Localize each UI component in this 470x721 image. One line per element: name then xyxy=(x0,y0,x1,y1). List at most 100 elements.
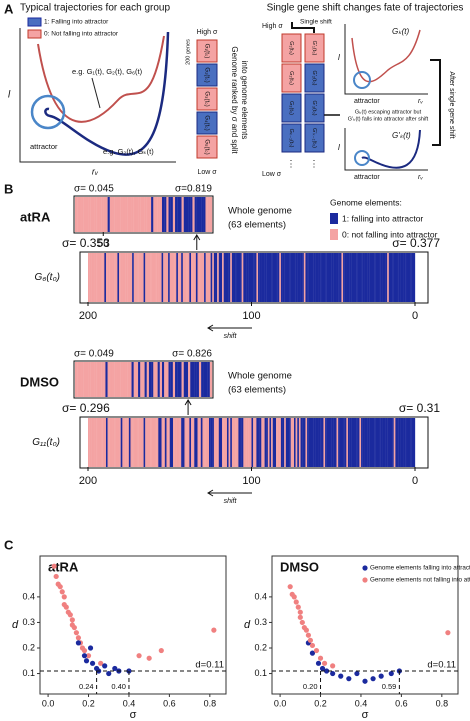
attractor xyxy=(354,150,370,166)
genome-element xyxy=(148,197,152,232)
marker-head xyxy=(184,399,192,406)
y-tick-label: 0.3 xyxy=(22,617,35,627)
genome-element xyxy=(85,362,89,397)
axis-label: rᵥ xyxy=(418,174,423,181)
genome-element xyxy=(305,253,308,302)
genome-element xyxy=(380,253,383,302)
genome-element xyxy=(387,418,389,467)
genome-element xyxy=(114,362,117,397)
genome-element xyxy=(96,418,98,467)
genome-element xyxy=(107,253,110,302)
genome-element xyxy=(352,418,355,467)
point xyxy=(287,584,293,590)
x-tick-label: 0.4 xyxy=(123,698,136,708)
genome-element xyxy=(223,418,226,467)
genome-element xyxy=(372,418,375,467)
genome-element xyxy=(141,253,144,302)
genome-element xyxy=(168,418,170,467)
genome-element xyxy=(212,253,215,302)
genome-element xyxy=(133,362,137,397)
genome-element xyxy=(388,418,391,467)
genome-element xyxy=(357,418,360,467)
genome-element xyxy=(241,253,244,302)
genome-element xyxy=(104,418,107,467)
genome-element xyxy=(240,418,242,467)
genome-element xyxy=(81,197,84,232)
genome-element xyxy=(107,197,110,232)
genome-element xyxy=(166,362,169,397)
genome-element xyxy=(135,418,138,467)
genome-element xyxy=(131,197,134,232)
genome-element xyxy=(222,418,224,467)
genome-element xyxy=(109,418,112,467)
genome-element xyxy=(310,418,313,467)
genome-element xyxy=(346,253,349,302)
x-tick-label: 100 xyxy=(242,475,260,487)
genome-element xyxy=(97,418,100,467)
genome-element xyxy=(400,253,403,302)
genome-element xyxy=(92,418,95,467)
genome-box xyxy=(196,39,218,63)
genome-element xyxy=(228,418,231,467)
genome-element xyxy=(122,418,125,467)
genome-element xyxy=(179,418,182,467)
point xyxy=(75,635,82,641)
genome-element xyxy=(166,253,169,302)
genome-element xyxy=(215,418,218,467)
genome-element xyxy=(159,197,163,232)
genome-element xyxy=(117,418,120,467)
panel-label: C xyxy=(4,537,14,552)
genome-element xyxy=(205,253,208,302)
genome-element xyxy=(280,418,283,467)
genome-element xyxy=(231,253,234,302)
genome-element xyxy=(341,418,344,467)
genome-element xyxy=(217,418,219,467)
point xyxy=(445,630,451,636)
annotation: e.g. G₂(t), Gₖ(t) xyxy=(103,147,154,156)
genome-element xyxy=(397,418,399,467)
panel-title: Typical trajectories for each group xyxy=(20,3,171,14)
genome-element xyxy=(200,253,203,302)
genome-element xyxy=(351,253,354,302)
genome-element xyxy=(259,418,262,467)
genome-element xyxy=(310,253,313,302)
genome-element xyxy=(125,418,128,467)
genome-element xyxy=(315,418,318,467)
genome-element xyxy=(328,418,331,467)
genome-element xyxy=(393,253,396,302)
genome-element xyxy=(133,197,137,232)
genome-element xyxy=(285,253,288,302)
genome-element xyxy=(207,253,210,302)
sigma-label: σ= 0.826 xyxy=(172,349,212,360)
genome-element xyxy=(220,253,223,302)
genome-element xyxy=(189,253,192,302)
legend-text: 0: Not falling into attractor xyxy=(44,31,119,38)
genome-element xyxy=(212,418,215,467)
point xyxy=(75,640,82,646)
genome-element xyxy=(336,253,339,302)
point xyxy=(71,624,77,631)
genome-element xyxy=(144,197,147,232)
genome-element xyxy=(365,418,368,467)
genome-element xyxy=(290,418,293,467)
genome-element xyxy=(98,362,102,397)
trajectory xyxy=(37,35,165,123)
legend-text: 1: Falling into attractor xyxy=(44,19,109,26)
x-tick-label: 0 xyxy=(412,310,418,322)
genome-element xyxy=(248,418,251,467)
genome-element xyxy=(320,253,322,302)
genome-element xyxy=(222,253,224,302)
genome-element xyxy=(209,197,213,232)
genome-element xyxy=(174,253,177,302)
genome-element xyxy=(208,253,211,302)
genome-element xyxy=(168,197,171,232)
x-tick-label: 0.6 xyxy=(163,698,176,708)
genome-element xyxy=(153,253,156,302)
genome-element xyxy=(385,253,388,302)
point xyxy=(354,670,360,677)
sigma-label: σ= 0.377 xyxy=(392,236,440,250)
genome-element xyxy=(158,418,161,467)
genome-element xyxy=(177,253,180,302)
shift-head xyxy=(207,489,214,497)
genome-element xyxy=(390,253,393,302)
